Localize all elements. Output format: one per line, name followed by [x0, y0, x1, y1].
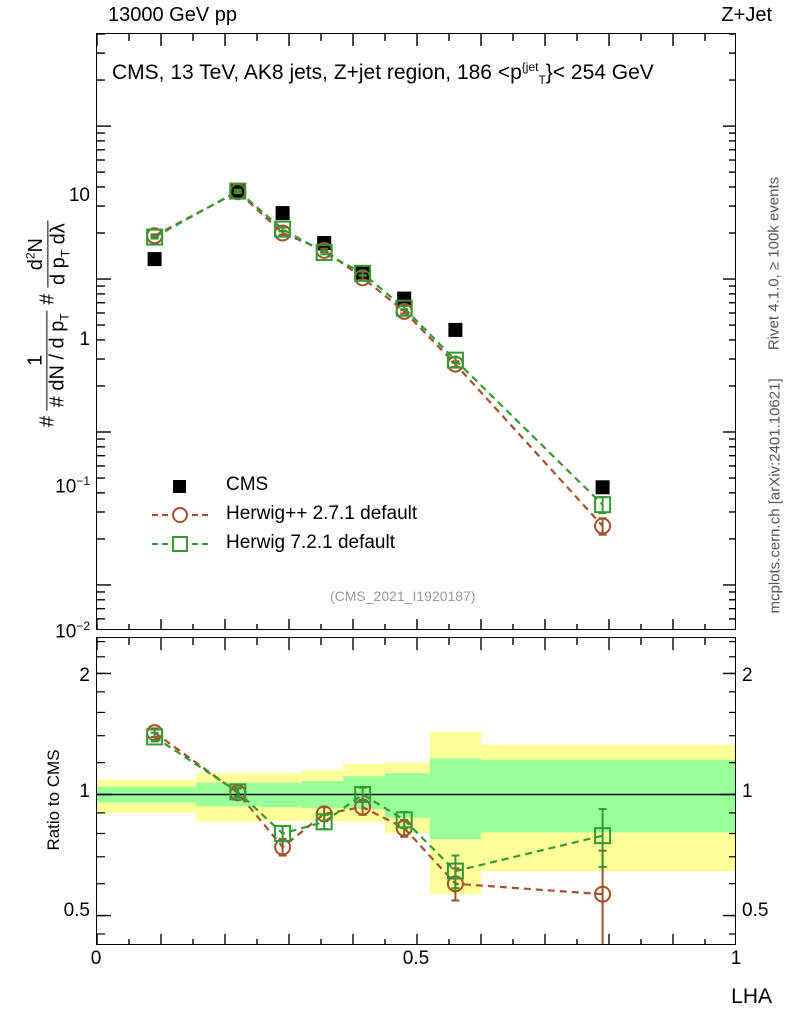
ratio-y-tick-2: 2: [79, 665, 90, 686]
legend-key-cms: [152, 475, 212, 495]
header-right-label: Z+Jet: [721, 4, 772, 26]
y-axis-tick-labels-ratio: 2 1 0.5: [34, 637, 90, 945]
x-tick-0.5: 0.5: [402, 948, 430, 969]
plot-title-prefix: CMS, 13 TeV, AK8 jets, Z+jet region, 186…: [112, 61, 522, 84]
legend-row-cms[interactable]: CMS: [152, 470, 417, 499]
plot-title-superscript: {jet: [521, 60, 539, 74]
legend-label-cms: CMS: [226, 473, 269, 495]
ratio-y-tick-1: 1: [79, 781, 90, 802]
y-tick-1e-1: 10−1: [55, 474, 90, 498]
analysis-watermark: (CMS_2021_I1920187): [330, 588, 476, 604]
ratio-y-tick-right-2: 2: [742, 665, 753, 686]
y-tick-1: 1: [79, 329, 90, 350]
plot-title-subscript: T: [538, 73, 546, 88]
ratio-plot-area: [97, 638, 735, 944]
x-tick-1: 1: [730, 948, 742, 969]
y-axis-tick-labels-main: 10 1 10−1 10−2: [26, 33, 90, 642]
y-tick-1e-2: 10−2: [55, 619, 90, 643]
ratio-y-tick-0.5: 0.5: [63, 900, 90, 921]
rivet-version-label: Rivet 4.1.0, ≥ 100k events: [765, 176, 783, 351]
ratio-y-tick-right-1: 1: [742, 781, 753, 802]
legend-row-herwigpp[interactable]: Herwig++ 2.7.1 default: [152, 499, 417, 528]
legend-row-herwig7[interactable]: Herwig 7.2.1 default: [152, 528, 417, 557]
main-plot-panel: [96, 33, 736, 630]
y-tick-10: 10: [68, 185, 90, 206]
plot-title-suffix: }< 254 GeV: [545, 61, 654, 84]
legend-key-herwigpp: [152, 504, 212, 524]
ratio-y-tick-right-0.5: 0.5: [742, 900, 769, 921]
legend-label-herwigpp: Herwig++ 2.7.1 default: [226, 502, 418, 524]
ratio-plot-panel: [96, 637, 736, 945]
ratio-plot-svg: [97, 638, 735, 944]
main-plot-svg: [97, 34, 735, 629]
legend-label-herwig7: Herwig 7.2.1 default: [226, 531, 395, 553]
x-axis-label: LHA: [731, 985, 772, 1008]
mcplots-source-label: mcplots.cern.ch [arXiv:2401.10621]: [766, 378, 784, 614]
x-tick-0: 0: [90, 948, 102, 969]
legend: CMS Herwig++ 2.7.1 default Herwig 7.2.1 …: [152, 470, 417, 557]
x-axis-tick-labels: 0 0.5 1: [91, 948, 742, 976]
legend-key-herwig7: [152, 533, 212, 553]
header-left-label: 13000 GeV pp: [108, 4, 237, 26]
main-plot-area: [97, 34, 735, 629]
y-axis-tick-labels-ratio-right: 2 1 0.5: [742, 637, 782, 945]
plot-title: CMS, 13 TeV, AK8 jets, Z+jet region, 186…: [112, 60, 654, 87]
